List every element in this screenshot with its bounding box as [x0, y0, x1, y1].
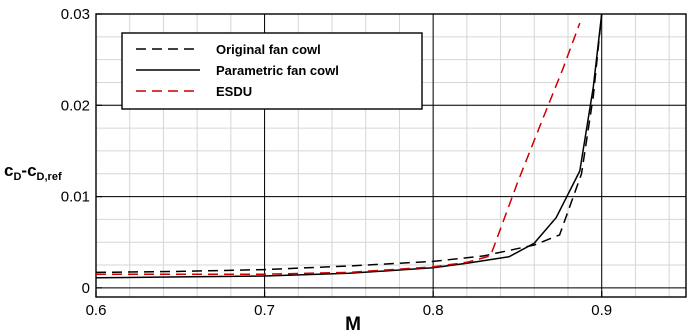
legend-label-2: ESDU: [216, 84, 252, 99]
x-axis-title: M: [345, 314, 361, 333]
legend-label-0: Original fan cowl: [216, 42, 321, 57]
tick-labels: 0.6 0.7 0.8 0.9 0 0.01 0.02 0.03: [61, 6, 612, 319]
y-tick-label: 0.01: [61, 189, 90, 206]
series-line-2: [96, 22, 581, 275]
axes: [95, 13, 687, 298]
legend: Original fan cowl Parametric fan cowl ESDU: [121, 32, 423, 110]
series-line-0: [95, 13, 603, 274]
legend-box: [121, 32, 423, 110]
x-tick-label: 0.6: [86, 302, 107, 319]
y-axis-title-mid: -c: [21, 161, 36, 180]
x-tick-label: 0.7: [254, 302, 275, 319]
plot-frame: [95, 13, 687, 298]
y-tick-label: 0.02: [61, 97, 90, 114]
y-axis-title-sub2: D,ref: [37, 171, 62, 183]
y-tick-label: 0.03: [61, 6, 90, 23]
y-axis-title: cD-cD,ref: [4, 161, 62, 183]
y-tick-label: 0: [82, 280, 90, 297]
legend-label-1: Parametric fan cowl: [216, 63, 339, 78]
series-line-1: [95, 13, 603, 279]
legend-entries: Original fan cowl Parametric fan cowl ESDU: [136, 42, 339, 99]
y-axis-title-main: c: [4, 161, 13, 180]
x-tick-label: 0.8: [423, 302, 444, 319]
y-axis-title-sub1: D: [13, 171, 21, 183]
series-group: [95, 13, 603, 279]
x-tick-label: 0.9: [591, 302, 612, 319]
